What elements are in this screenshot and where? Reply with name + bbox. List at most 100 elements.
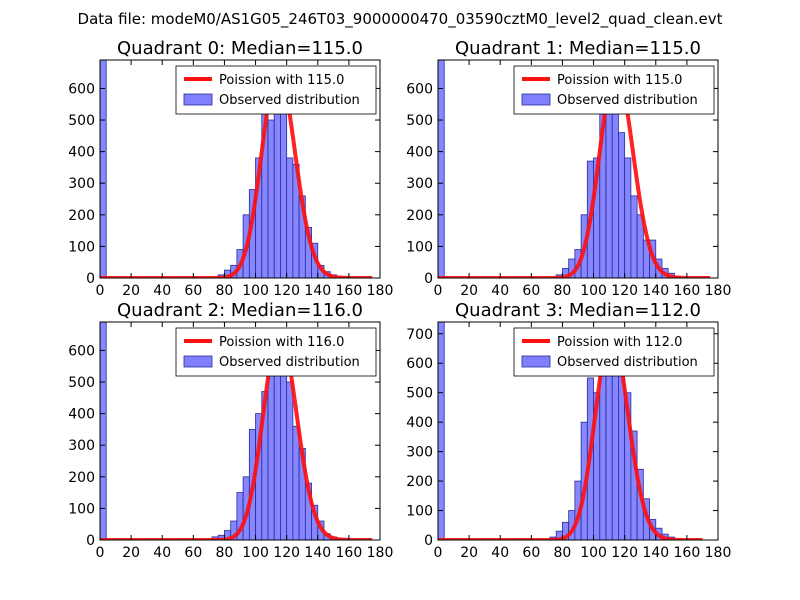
x-tick-label: 160 [336, 283, 363, 299]
x-tick-label: 140 [304, 545, 331, 561]
legend-bar-swatch [521, 355, 551, 368]
histogram-bar [618, 132, 626, 278]
x-tick-label: 60 [184, 545, 202, 561]
legend: Poission with 112.0 Observed distribution [513, 327, 715, 377]
x-tick-label: 140 [304, 283, 331, 299]
legend-bar-swatch [521, 93, 551, 106]
y-tick-label: 600 [68, 81, 95, 97]
legend-label-poisson: Poission with 112.0 [557, 335, 682, 350]
x-tick-label: 20 [460, 283, 478, 299]
axes-frame [437, 321, 719, 541]
histogram-bar [624, 157, 632, 278]
histogram-bar [605, 100, 613, 278]
y-tick-label: 300 [406, 445, 433, 461]
x-tick-label: 160 [674, 283, 701, 299]
x-tick-label: 20 [122, 283, 140, 299]
x-tick-label: 20 [460, 545, 478, 561]
x-tick-label: 40 [153, 545, 171, 561]
y-tick-label: 200 [68, 208, 95, 224]
x-tick-label: 0 [96, 283, 105, 299]
legend-label-poisson: Poission with 115.0 [219, 73, 344, 88]
suptitle: Data file: modeM0/AS1G05_246T03_90000004… [78, 10, 723, 29]
histogram-bar [630, 195, 638, 278]
x-tick-label: 100 [242, 545, 269, 561]
x-tick-label: 20 [122, 545, 140, 561]
poisson-curve [100, 331, 373, 540]
x-tick-label: 140 [642, 283, 669, 299]
x-tick-label: 120 [611, 545, 638, 561]
poisson-curve [100, 69, 373, 278]
legend-box [513, 65, 715, 115]
x-tick-label: 0 [434, 283, 443, 299]
y-tick-label: 500 [68, 113, 95, 129]
y-tick-label: 200 [406, 208, 433, 224]
x-tick-label: 60 [522, 283, 540, 299]
panel-title: Quadrant 2: Median=116.0 [117, 300, 363, 321]
y-tick-label: 0 [424, 533, 433, 549]
chart-panel-2: 0 20 40 60 80 100 120 140 160 1800100200300400500… [68, 300, 393, 561]
legend: Poission with 115.0 Observed distribution [513, 65, 715, 115]
x-tick-label: 180 [705, 283, 732, 299]
y-tick-label: 700 [406, 327, 433, 343]
y-tick-label: 500 [68, 375, 95, 391]
x-tick-label: 100 [580, 283, 607, 299]
poisson-curve [438, 331, 703, 540]
y-tick-label: 500 [406, 386, 433, 402]
histogram-bar [100, 60, 107, 278]
chart-panel-0: 0 20 40 60 80 100 120 140 160 1800100200300400500… [68, 38, 393, 299]
x-tick-label: 180 [367, 545, 394, 561]
y-tick-label: 500 [406, 113, 433, 129]
legend: Poission with 116.0 Observed distribution [175, 327, 377, 377]
axes-frame [99, 321, 381, 541]
legend-label-observed: Observed distribution [219, 93, 360, 108]
y-tick-label: 100 [68, 239, 95, 255]
x-tick-label: 180 [367, 283, 394, 299]
panel-title: Quadrant 0: Median=115.0 [117, 38, 363, 59]
histogram-bar [438, 322, 445, 540]
y-tick-label: 200 [406, 474, 433, 490]
x-tick-label: 100 [242, 283, 269, 299]
y-tick-label: 600 [68, 343, 95, 359]
legend-label-observed: Observed distribution [219, 355, 360, 370]
x-tick-label: 80 [554, 283, 572, 299]
poisson-curve [438, 69, 711, 278]
y-tick-label: 400 [406, 145, 433, 161]
histogram-bar [286, 157, 294, 278]
x-tick-label: 40 [153, 283, 171, 299]
chart-panel-3: 0 20 40 60 80 100 120 140 160 1800100200300400500… [406, 300, 731, 561]
y-tick-label: 0 [86, 271, 95, 287]
x-tick-label: 160 [674, 545, 701, 561]
y-tick-label: 600 [406, 356, 433, 372]
x-tick-label: 140 [642, 545, 669, 561]
chart-panel-1: 0 20 40 60 80 100 120 140 160 1800100200300400500… [406, 38, 731, 299]
x-tick-label: 60 [522, 545, 540, 561]
legend-label-observed: Observed distribution [557, 355, 698, 370]
y-tick-label: 400 [406, 415, 433, 431]
x-tick-label: 120 [611, 283, 638, 299]
x-tick-label: 40 [491, 283, 509, 299]
axes-frame [437, 59, 719, 279]
legend-box [175, 65, 377, 115]
x-tick-label: 60 [184, 283, 202, 299]
y-tick-label: 400 [68, 145, 95, 161]
y-tick-label: 600 [406, 81, 433, 97]
x-tick-label: 40 [491, 545, 509, 561]
panel-title: Quadrant 1: Median=115.0 [455, 38, 701, 59]
x-tick-label: 100 [580, 545, 607, 561]
x-tick-label: 80 [216, 545, 234, 561]
legend-label-poisson: Poission with 115.0 [557, 73, 682, 88]
legend-box [513, 327, 715, 377]
legend: Poission with 115.0 Observed distribution [175, 65, 377, 115]
histogram-bar [292, 425, 300, 540]
x-tick-label: 80 [216, 283, 234, 299]
panel-title: Quadrant 3: Median=112.0 [455, 300, 701, 321]
y-tick-label: 400 [68, 407, 95, 423]
x-tick-label: 120 [273, 545, 300, 561]
y-tick-label: 0 [424, 271, 433, 287]
x-tick-label: 160 [336, 545, 363, 561]
histogram-bar [438, 60, 445, 278]
axes-frame [99, 59, 381, 279]
y-tick-label: 200 [68, 470, 95, 486]
x-tick-label: 80 [554, 545, 572, 561]
